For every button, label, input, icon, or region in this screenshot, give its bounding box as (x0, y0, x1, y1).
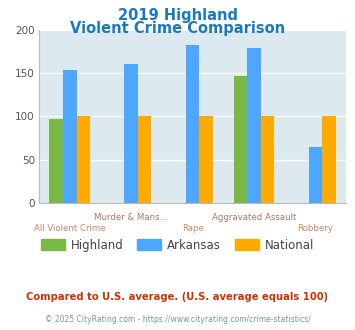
Bar (200, 116, 213, 203)
Text: 2019 Highland: 2019 Highland (118, 8, 237, 23)
Bar (322, 116, 336, 203)
Text: Murder & Mans...: Murder & Mans... (94, 213, 168, 222)
Text: Robbery: Robbery (297, 224, 333, 233)
Text: Aggravated Assault: Aggravated Assault (212, 213, 296, 222)
Bar (186, 45, 200, 203)
Text: Compared to U.S. average. (U.S. average equals 100): Compared to U.S. average. (U.S. average … (26, 292, 329, 302)
Bar (63, 70, 77, 203)
Bar (247, 48, 261, 203)
Text: © 2025 CityRating.com - https://www.cityrating.com/crime-statistics/: © 2025 CityRating.com - https://www.city… (45, 315, 310, 324)
Legend: Highland, Arkansas, National: Highland, Arkansas, National (36, 234, 319, 256)
Bar (308, 147, 322, 203)
Bar (49, 119, 63, 203)
Bar (124, 64, 138, 203)
Text: Rape: Rape (182, 224, 203, 233)
Bar (261, 116, 274, 203)
Text: All Violent Crime: All Violent Crime (34, 224, 105, 233)
Bar (77, 116, 90, 203)
Bar (138, 116, 152, 203)
Text: Violent Crime Comparison: Violent Crime Comparison (70, 21, 285, 36)
Bar (234, 76, 247, 203)
